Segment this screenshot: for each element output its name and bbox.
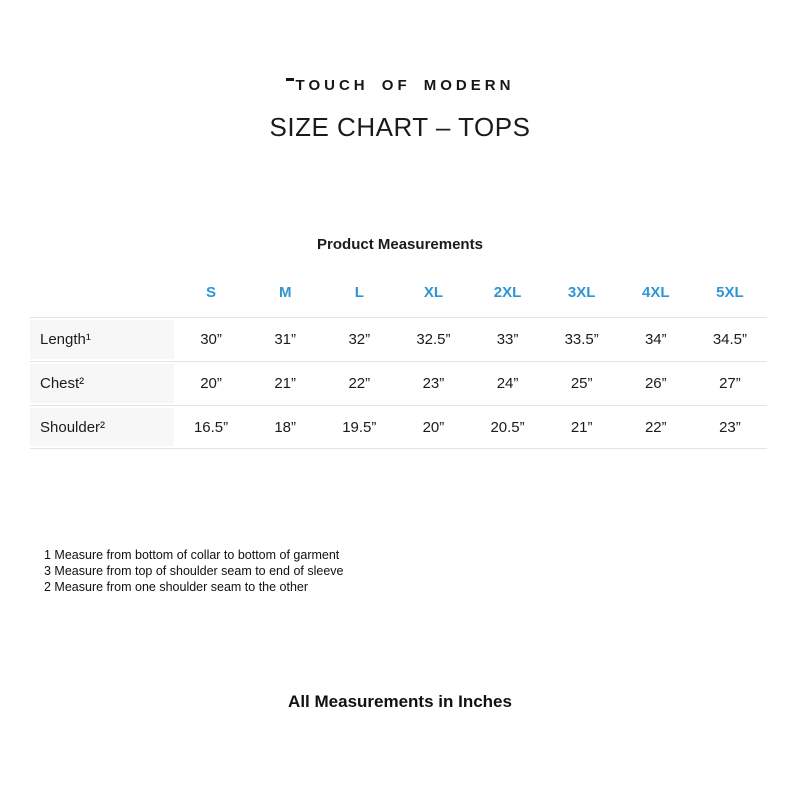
shoulder-value-m: 18” <box>274 418 297 436</box>
table-caption: Product Measurements <box>317 236 483 253</box>
table-row-chest: Chest² 20” 21” 22” 23” 24” 25” 26” 27” <box>30 361 767 405</box>
size-header-3xl: 3XL <box>567 283 596 301</box>
shoulder-value-s: 16.5” <box>193 418 229 436</box>
table-row-shoulder: Shoulder² 16.5” 18” 19.5” 20” 20.5” 21” … <box>30 405 767 449</box>
chest-value-3xl: 25” <box>570 375 593 392</box>
chest-value-xl: 23” <box>422 375 445 392</box>
size-header-5xl: 5XL <box>716 283 744 301</box>
measurement-footnotes: 1 Measure from bottom of collar to botto… <box>44 547 343 595</box>
row-label-shoulder: Shoulder² <box>30 408 174 446</box>
size-header-row: S M L XL 2XL 3XL 4XL 5XL <box>30 282 767 302</box>
row-label-chest: Chest² <box>30 364 174 403</box>
length-value-2xl: 33” <box>496 331 519 348</box>
shoulder-value-xl: 20” <box>422 418 445 436</box>
footnote-line: 2 Measure from one shoulder seam to the … <box>44 580 309 594</box>
size-header-2xl: 2XL <box>493 283 522 301</box>
length-value-3xl: 33.5” <box>564 331 599 348</box>
footnote-line: 1 Measure from bottom of collar to botto… <box>44 548 340 562</box>
size-header-4xl: 4XL <box>642 283 670 301</box>
logo-tick-icon <box>285 78 294 81</box>
chest-value-l: 22” <box>348 375 371 392</box>
chest-value-5xl: 27” <box>719 375 741 392</box>
size-header-m: M <box>278 283 292 301</box>
size-header-l: L <box>354 283 364 301</box>
footnote-line: 3 Measure from top of shoulder seam to e… <box>44 564 344 578</box>
shoulder-value-l: 19.5” <box>342 418 377 436</box>
length-value-xl: 32.5” <box>416 331 451 348</box>
length-value-s: 30” <box>200 331 222 348</box>
chest-value-m: 21” <box>274 375 297 392</box>
table-row-length: Length¹ 30” 31” 32” 32.5” 33” 33.5” 34” … <box>30 317 767 361</box>
size-header-s: S <box>206 283 217 301</box>
chest-value-4xl: 26” <box>644 375 667 392</box>
shoulder-value-5xl: 23” <box>719 418 741 436</box>
length-value-5xl: 34.5” <box>712 331 748 348</box>
page-title: SIZE CHART – TOPS <box>269 112 531 142</box>
chest-value-2xl: 24” <box>496 375 519 392</box>
length-value-l: 32” <box>348 331 371 348</box>
footer-note: All Measurements in Inches <box>288 692 512 711</box>
brand-logo-text: TOUCH OF MODERN <box>295 77 515 94</box>
shoulder-value-2xl: 20.5” <box>490 418 525 436</box>
measurements-table: Length¹ 30” 31” 32” 32.5” 33” 33.5” 34” … <box>30 317 767 449</box>
size-header-xl: XL <box>423 283 444 301</box>
length-value-m: 31” <box>274 331 297 348</box>
chest-value-s: 20” <box>200 375 222 392</box>
brand-logo: TOUCH OF MODERN <box>0 77 800 94</box>
length-value-4xl: 34” <box>644 331 667 348</box>
shoulder-value-4xl: 22” <box>644 418 667 436</box>
row-label-length: Length¹ <box>30 320 174 359</box>
shoulder-value-3xl: 21” <box>570 418 593 436</box>
